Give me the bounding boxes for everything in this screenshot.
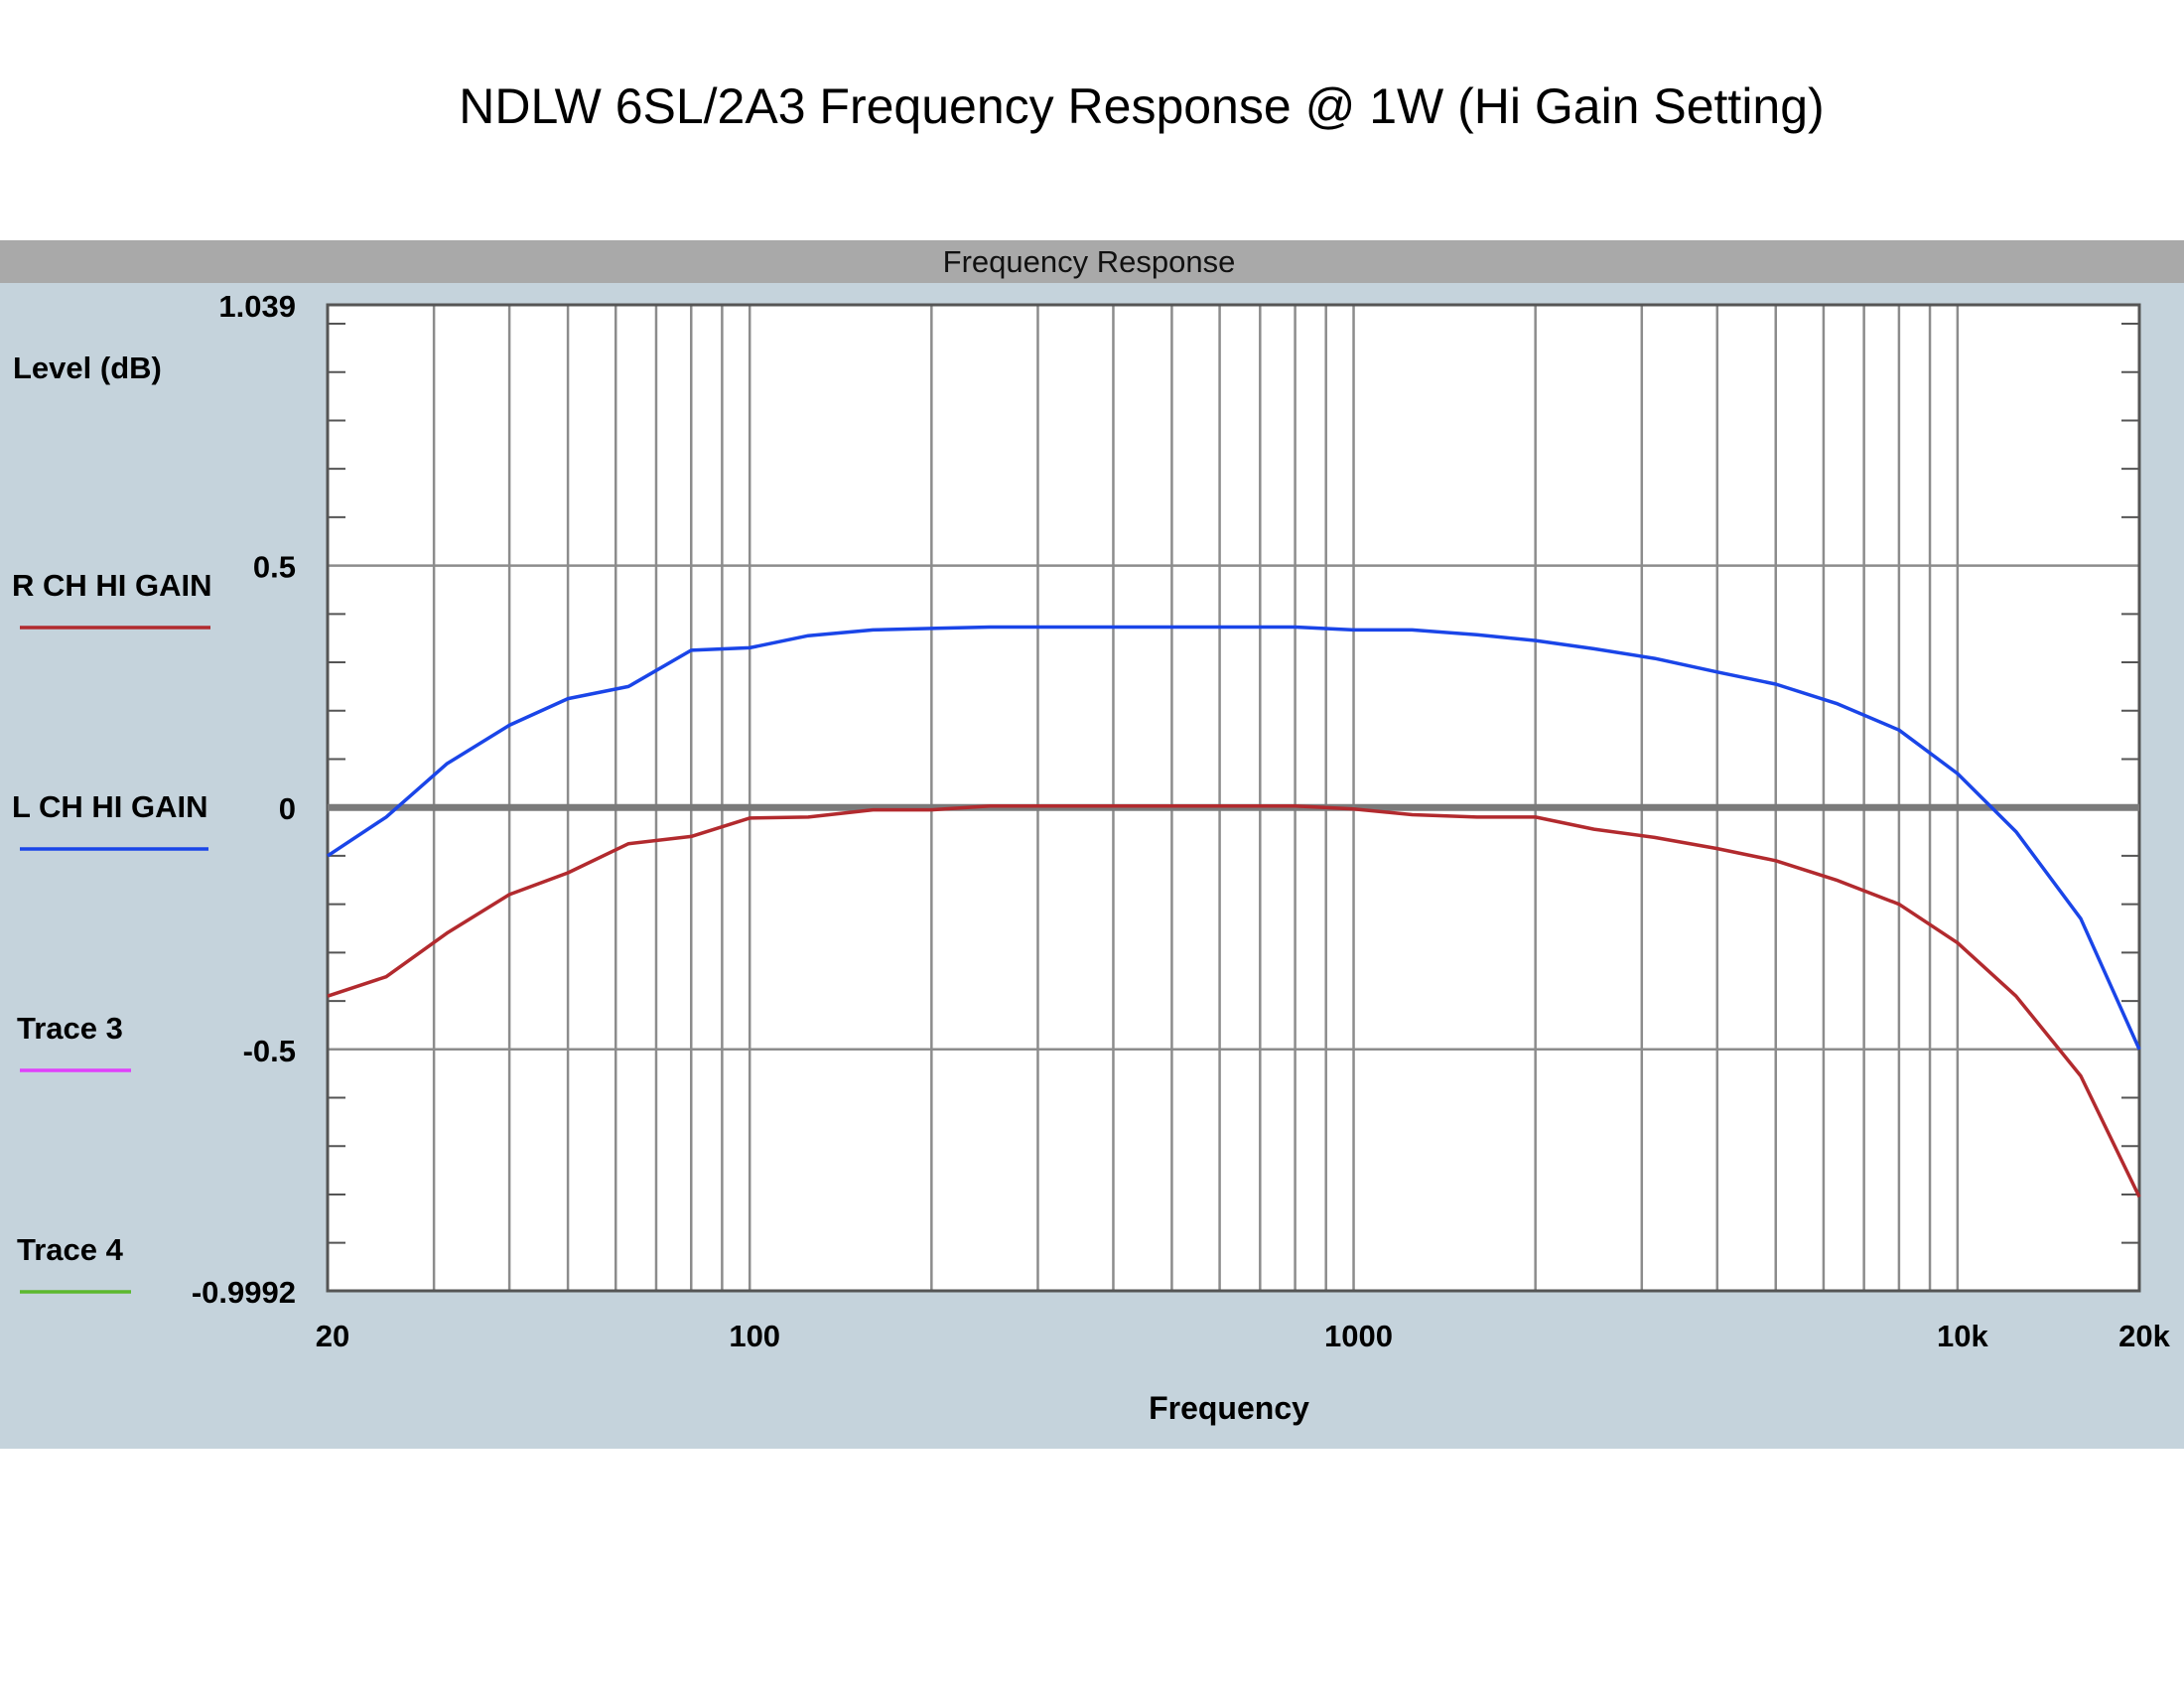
plot-area — [328, 305, 2139, 1291]
legend-layer: R CH HI GAIN L CH HI GAIN Trace 3 Trace 4 — [12, 568, 212, 1294]
x-tick-label: 10k — [1937, 1319, 1988, 1353]
legend-label: L CH HI GAIN — [12, 789, 208, 824]
series-line-l-ch-hi-gain — [327, 625, 2141, 1051]
y-tick-label: 1.039 — [218, 289, 296, 324]
legend-label: Trace 4 — [17, 1232, 124, 1267]
y-tick-label: 0 — [279, 791, 296, 826]
y-axis-label: Level (dB) — [13, 351, 162, 385]
x-tick-label: 20 — [316, 1319, 349, 1353]
y-tick-label: 0.5 — [253, 550, 296, 585]
legend-label: Trace 3 — [17, 1011, 123, 1046]
chart-title-bar: Frequency Response — [0, 240, 2184, 283]
series-layer — [327, 625, 2141, 1198]
plot-border — [326, 303, 2141, 1293]
grid-layer — [326, 303, 2141, 1293]
chart-title: Frequency Response — [942, 244, 1236, 279]
x-tick-label: 100 — [729, 1319, 780, 1353]
legend-label: R CH HI GAIN — [12, 568, 212, 603]
y-tick-label: -0.9992 — [192, 1275, 296, 1310]
page-title: NDLW 6SL/2A3 Frequency Response @ 1W (Hi… — [459, 78, 1825, 134]
x-axis-label: Frequency — [1149, 1390, 1309, 1426]
x-tick-label: 20k — [2118, 1319, 2170, 1353]
y-tick-label: -0.5 — [243, 1034, 296, 1068]
series-line-r-ch-hi-gain — [327, 803, 2141, 1198]
x-tick-label: 1000 — [1324, 1319, 1393, 1353]
label-layer: 1.039 0.5 0 -0.5 -0.9992 20 100 1000 10k 20k Level… — [13, 289, 2171, 1426]
